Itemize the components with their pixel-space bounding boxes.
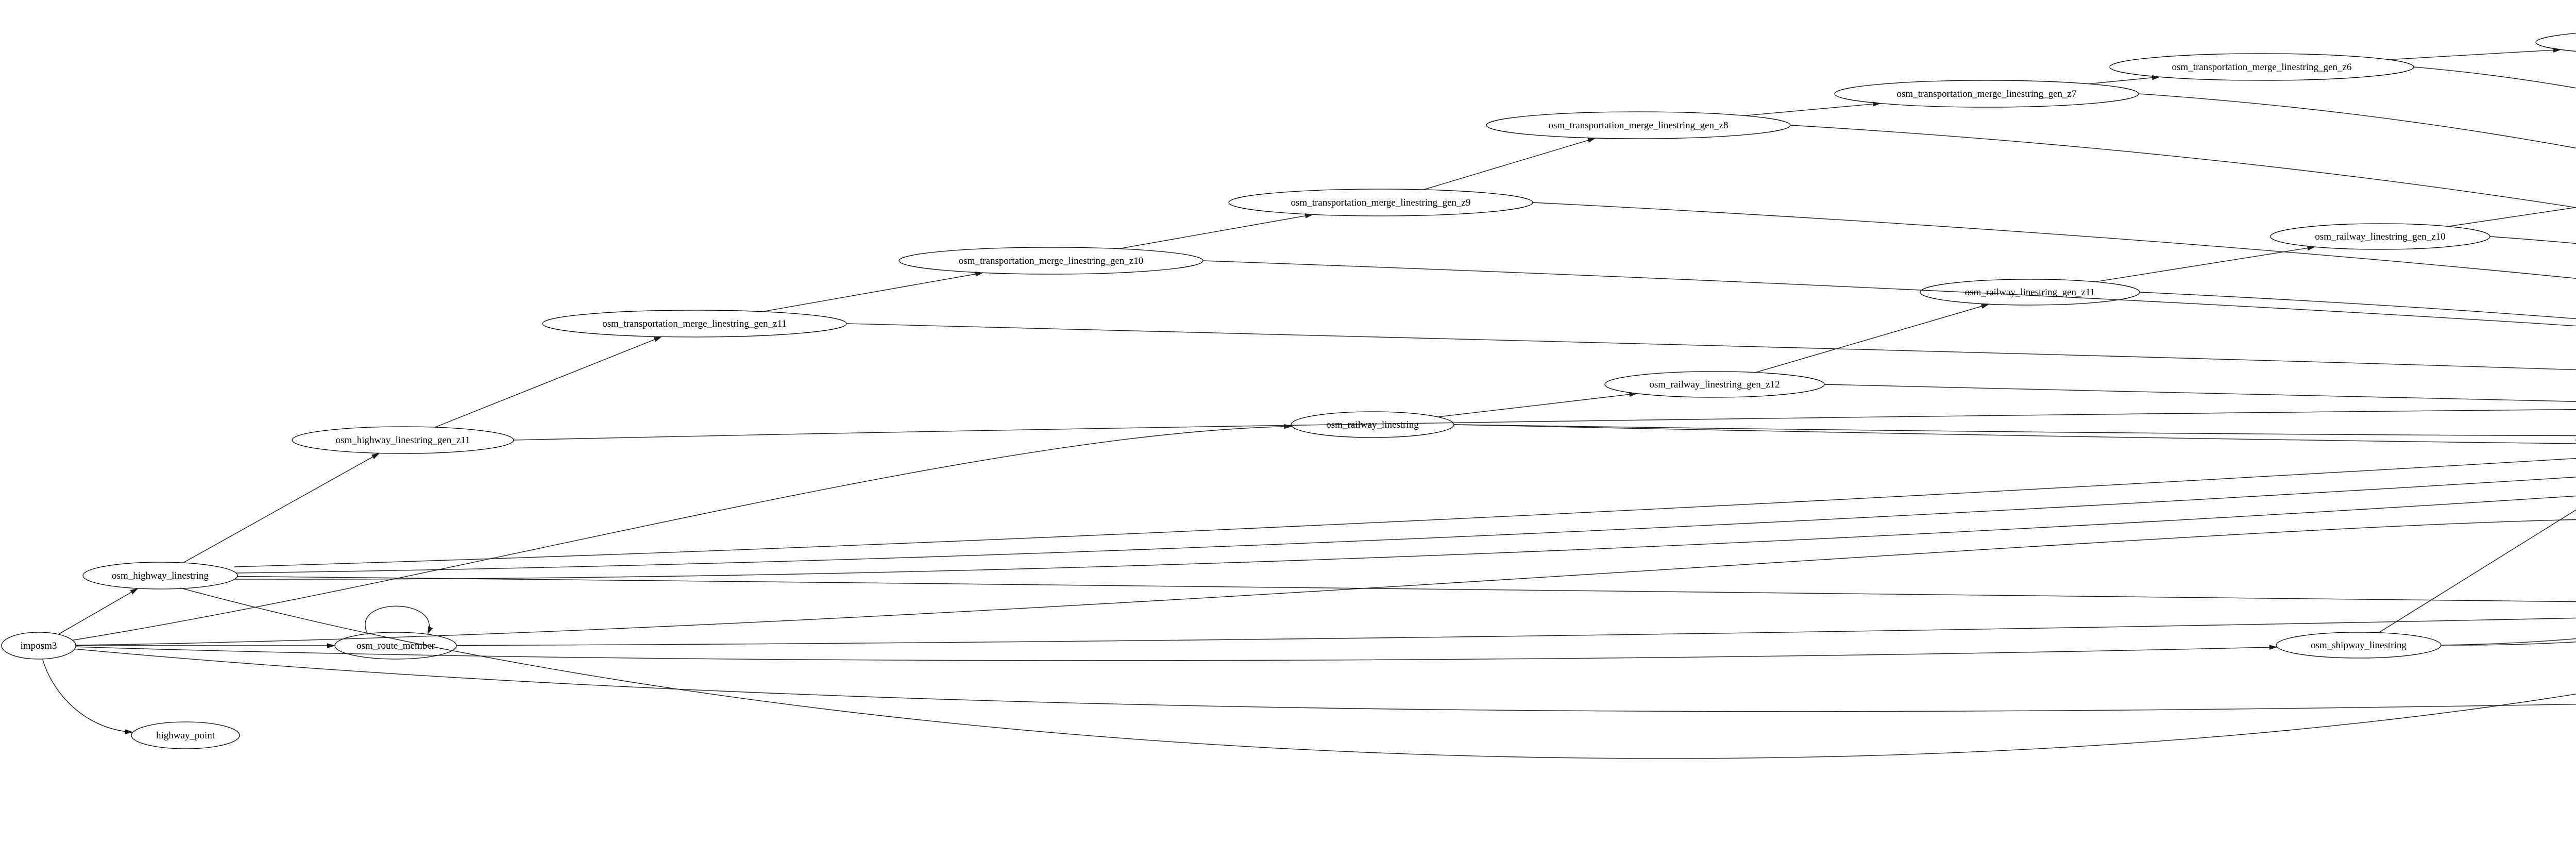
edge-osm_transportation_merge_linestring_gen_z9-to-osm_transportation_merge_linestring_gen_z8 (1423, 138, 1596, 190)
edge-osm_railway_linestring_gen_z11-to-osm_railway_linestring_gen_z10 (2095, 245, 2316, 282)
edge-imposm3-to-osm_highway_linestring (58, 588, 139, 635)
node-label-osm_route_member: osm_route_member (357, 641, 435, 651)
node-ellipse-highway_point (131, 721, 240, 749)
edge-osm_railway_linestring-to-row-z14+ (1453, 424, 2576, 444)
node-label-osm_transportation_merge_linestring_gen_z8: osm_transportation_merge_linestring_gen_… (1549, 120, 1728, 131)
edge-osm_railway_linestring_gen_z12-to-row-z12 (1824, 384, 2576, 402)
edge-osm_highway_linestring_gen_z11-to-osm_transportation_merge_linestring_gen_z11 (435, 336, 663, 428)
edge-osm_railway_linestring_gen_z10-to-row-z10 (2489, 236, 2576, 244)
edge-osm_highway_linestring-to-row-z14+ (180, 587, 2576, 759)
edge-osm_railway_linestring_gen_z10-to-osm_railway_linestring_gen_z9 (2448, 207, 2576, 227)
edge-imposm3-to-osm_railway_linestring (72, 424, 1293, 641)
edge-osm_railway_linestring_gen_z12-to-osm_railway_linestring_gen_z11 (1755, 304, 1990, 373)
node-ellipse-osm_transportation_merge_linestring_gen_z5 (2535, 32, 2576, 52)
edge-imposm3-to-osm_aerialway_linestring (75, 519, 2576, 646)
edge-self-loop-osm_route_member (365, 605, 433, 635)
edge-osm_transportation_merge_linestring_gen_z7-to-row-z7 (2138, 93, 2576, 149)
edge-osm_highway_linestring-to-osm_transportation_name_network (237, 576, 2576, 602)
edge-osm_highway_linestring_gen_z11-to-row-z11 (513, 409, 2576, 441)
node-label-osm_railway_linestring_gen_z10: osm_railway_linestring_gen_z10 (2315, 231, 2445, 242)
node-label-osm_railway_linestring_gen_z12: osm_railway_linestring_gen_z12 (1649, 379, 1780, 390)
edge-osm_railway_linestring_gen_z11-to-row-z11 (2139, 292, 2576, 319)
edge-osm_route_member-to-osm_transportation_name_network (456, 617, 2576, 646)
node-label-osm_railway_linestring: osm_railway_linestring (1326, 419, 1419, 430)
edge-osm_railway_linestring-to-row-z13 (1453, 424, 2576, 436)
node-label-highway_point: highway_point (156, 730, 215, 741)
node-ellipse-osm_highway_linestring (82, 562, 238, 589)
edge-imposm3-to-highway_point (42, 659, 133, 734)
edge-osm_transportation_merge_linestring_gen_z6-to-osm_transportation_merge_linestring_gen_z5 (2388, 47, 2562, 60)
edge-osm_transportation_merge_linestring_gen_z7-to-osm_transportation_merge_linestring_gen_z6 (2088, 75, 2161, 85)
edge-imposm3-to-osm_shipway_linestring (75, 645, 2278, 661)
edge-osm_railway_linestring-to-osm_railway_linestring_gen_z12 (1437, 392, 1638, 417)
edge-osm_highway_linestring-to-row-z14+ (234, 495, 2576, 580)
edge-layer (42, 47, 2576, 759)
node-label-osm_transportation_merge_linestring_gen_z7: osm_transportation_merge_linestring_gen_… (1897, 89, 2077, 99)
node-layer (1, 32, 2576, 749)
edge-imposm3-to-osm_highway_polygon (74, 648, 2576, 712)
edge-osm_transportation_merge_linestring_gen_z6-to-row-z6 (2413, 66, 2576, 89)
node-label-osm_railway_linestring_gen_z11: osm_railway_linestring_gen_z11 (1965, 287, 2095, 298)
edge-osm_transportation_merge_linestring_gen_z8-to-row-z8 (1790, 125, 2576, 208)
edge-osm_shipway_linestring-to-osm_shipway_linestring_gen_z12 (2378, 509, 2576, 633)
node-label-imposm3: imposm3 (21, 641, 57, 651)
node-label-osm_highway_linestring_gen_z11: osm_highway_linestring_gen_z11 (335, 435, 470, 446)
node-label-osm_transportation_merge_linestring_gen_z10: osm_transportation_merge_linestring_gen_… (959, 256, 1143, 266)
edge-osm_highway_linestring-to-row-z13 (235, 477, 2576, 574)
label-layer: imposm3 osm_highway_linestring osm_route_m… (21, 62, 2446, 741)
node-label-osm_transportation_merge_linestring_gen_z11: osm_transportation_merge_linestring_gen_… (602, 318, 787, 329)
edge-osm_shipway_linestring-to-row-z13 (2441, 638, 2576, 646)
edge-osm_transportation_merge_linestring_gen_z8-to-osm_transportation_merge_linestring_gen_z7 (1744, 102, 1881, 116)
edge-osm_highway_linestring-to-row-z12 (234, 458, 2576, 567)
edge-osm_highway_linestring-to-osm_highway_linestring_gen_z11 (183, 452, 380, 563)
node-label-osm_transportation_merge_linestring_gen_z6: osm_transportation_merge_linestring_gen_… (2172, 62, 2352, 73)
edge-osm_transportation_merge_linestring_gen_z10-to-osm_transportation_merge_linestring_gen_z9 (1118, 213, 1314, 249)
edge-osm_transportation_merge_linestring_gen_z9-to-row-z9 (1532, 202, 2576, 279)
edge-osm_transportation_merge_linestring_gen_z11-to-row-z11 (846, 323, 2576, 370)
edge-osm_transportation_merge_linestring_gen_z11-to-osm_transportation_merge_linestring_gen_z10 (762, 272, 984, 312)
edge-osm_transportation_merge_linestring_gen_z10-to-row-z10 (1202, 260, 2576, 327)
node-label-osm_transportation_merge_linestring_gen_z9: osm_transportation_merge_linestring_gen_… (1291, 197, 1471, 208)
node-label-osm_shipway_linestring: osm_shipway_linestring (2311, 640, 2406, 651)
node-label-osm_highway_linestring: osm_highway_linestring (112, 570, 209, 581)
